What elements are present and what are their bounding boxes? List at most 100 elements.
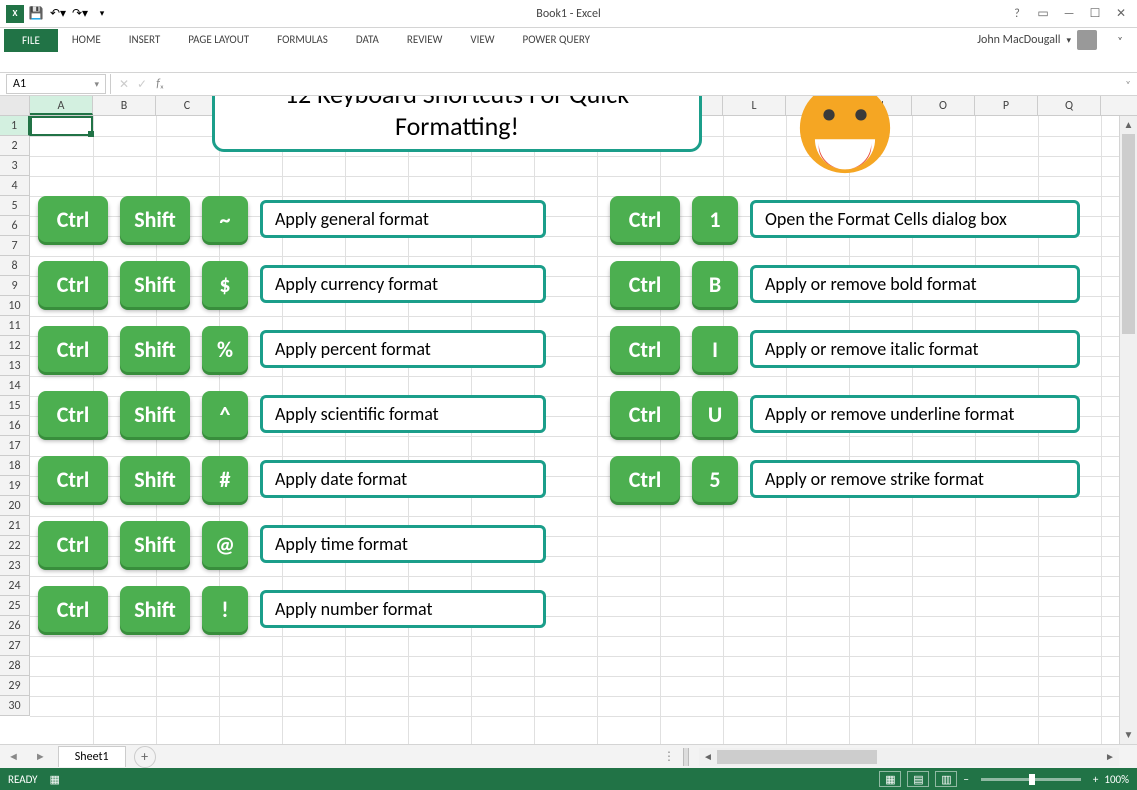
quick-access-toolbar: X 💾 ↶▾ ↷▾ ▾ [0, 4, 112, 24]
sheet-nav-prev-icon[interactable]: ◄ [0, 750, 27, 763]
help-icon[interactable]: ? [1005, 5, 1029, 23]
tab-view[interactable]: VIEW [456, 29, 508, 52]
shortcut-description: Apply date format [260, 460, 546, 498]
tab-file[interactable]: FILE [4, 29, 58, 52]
row-header[interactable]: 27 [0, 636, 30, 656]
row-header[interactable]: 8 [0, 256, 30, 276]
column-header[interactable]: L [723, 96, 786, 115]
shortcut-row: CtrlShift~Apply general format [38, 196, 546, 242]
excel-logo-icon: X [6, 5, 24, 23]
sheet-nav-next-icon[interactable]: ► [27, 750, 54, 763]
vertical-scrollbar[interactable]: ▲ ▼ [1119, 116, 1137, 744]
column-header[interactable]: Q [1038, 96, 1101, 115]
cancel-formula-icon[interactable]: ✕ [115, 77, 133, 92]
row-header[interactable]: 14 [0, 376, 30, 396]
redo-icon[interactable]: ↷▾ [70, 4, 90, 24]
callout-text: 12 Keyboard Shortcuts For Quick Formatti… [235, 96, 679, 142]
shortcut-description: Apply or remove strike format [750, 460, 1080, 498]
row-header[interactable]: 22 [0, 536, 30, 556]
column-header[interactable]: B [93, 96, 156, 115]
spreadsheet-grid[interactable]: ABCDEFGHIJKLMNOPQ 1234567891011121314151… [0, 96, 1137, 744]
key-cap: Ctrl [38, 261, 108, 307]
tab-insert[interactable]: INSERT [115, 29, 175, 52]
sheet-tabs-splitter[interactable] [683, 748, 689, 766]
row-header[interactable]: 26 [0, 616, 30, 636]
expand-formula-bar-icon[interactable]: ˅ [1119, 78, 1137, 91]
row-header[interactable]: 9 [0, 276, 30, 296]
tab-page-layout[interactable]: PAGE LAYOUT [174, 29, 263, 52]
key-cap: # [202, 456, 248, 502]
maximize-button[interactable]: ☐ [1083, 5, 1107, 23]
view-normal-button[interactable]: ▦ [879, 771, 901, 787]
select-all-button[interactable] [0, 96, 30, 115]
row-header[interactable]: 23 [0, 556, 30, 576]
row-header[interactable]: 5 [0, 196, 30, 216]
shortcut-description: Apply percent format [260, 330, 546, 368]
tab-power-query[interactable]: POWER QUERY [509, 29, 604, 52]
column-header[interactable]: A [30, 96, 93, 115]
scroll-down-icon[interactable]: ▼ [1120, 726, 1137, 744]
horizontal-scrollbar[interactable]: ◄ ► [699, 748, 1119, 766]
row-header[interactable]: 18 [0, 456, 30, 476]
row-header[interactable]: 7 [0, 236, 30, 256]
user-account[interactable]: John MacDougall ▾ ˅ [977, 30, 1129, 50]
minimize-button[interactable]: — [1057, 5, 1081, 23]
row-header[interactable]: 30 [0, 696, 30, 716]
tab-data[interactable]: DATA [342, 29, 393, 52]
formula-input[interactable] [169, 74, 1119, 94]
ribbon-options-icon[interactable]: ▭ [1031, 5, 1055, 23]
row-header[interactable]: 15 [0, 396, 30, 416]
enter-formula-icon[interactable]: ✓ [133, 77, 151, 92]
row-header[interactable]: 13 [0, 356, 30, 376]
row-header[interactable]: 12 [0, 336, 30, 356]
save-icon[interactable]: 💾 [26, 4, 46, 24]
scroll-up-icon[interactable]: ▲ [1120, 116, 1137, 134]
row-header[interactable]: 6 [0, 216, 30, 236]
sheet-tab[interactable]: Sheet1 [58, 746, 126, 767]
column-header[interactable]: O [912, 96, 975, 115]
tab-formulas[interactable]: FORMULAS [263, 29, 342, 52]
callout-bubble: 12 Keyboard Shortcuts For Quick Formatti… [212, 96, 702, 152]
row-header[interactable]: 25 [0, 596, 30, 616]
key-cap: Ctrl [38, 521, 108, 567]
key-cap: Ctrl [38, 326, 108, 372]
view-page-layout-button[interactable]: ▤ [907, 771, 929, 787]
key-cap: Shift [120, 456, 190, 502]
zoom-out-button[interactable]: − [963, 773, 968, 786]
view-page-break-button[interactable]: ▥ [935, 771, 957, 787]
row-header[interactable]: 29 [0, 676, 30, 696]
qat-customize-icon[interactable]: ▾ [92, 4, 112, 24]
row-header[interactable]: 1 [0, 116, 30, 136]
column-header[interactable]: P [975, 96, 1038, 115]
tab-home[interactable]: HOME [58, 29, 115, 52]
shortcut-row: CtrlShift@Apply time format [38, 521, 546, 567]
key-cap: Shift [120, 586, 190, 632]
row-header[interactable]: 21 [0, 516, 30, 536]
row-header[interactable]: 3 [0, 156, 30, 176]
row-header[interactable]: 10 [0, 296, 30, 316]
row-header[interactable]: 20 [0, 496, 30, 516]
row-header[interactable]: 28 [0, 656, 30, 676]
row-header[interactable]: 4 [0, 176, 30, 196]
hscroll-thumb[interactable] [717, 750, 877, 764]
close-button[interactable]: ✕ [1109, 5, 1133, 23]
add-sheet-button[interactable]: + [134, 746, 156, 768]
undo-icon[interactable]: ↶▾ [48, 4, 68, 24]
row-header[interactable]: 2 [0, 136, 30, 156]
insert-function-icon[interactable]: fₓ [151, 77, 169, 91]
row-header[interactable]: 19 [0, 476, 30, 496]
scroll-left-icon[interactable]: ◄ [699, 750, 717, 763]
name-box[interactable]: A1 ▾ [6, 74, 106, 94]
zoom-in-button[interactable]: + [1093, 773, 1098, 786]
row-header[interactable]: 17 [0, 436, 30, 456]
shortcut-row: CtrlUApply or remove underline format [610, 391, 1080, 437]
row-header[interactable]: 16 [0, 416, 30, 436]
row-header[interactable]: 11 [0, 316, 30, 336]
tab-review[interactable]: REVIEW [393, 29, 457, 52]
macro-record-icon[interactable]: ▦ [50, 773, 60, 786]
scroll-right-icon[interactable]: ► [1101, 750, 1119, 763]
collapse-ribbon-icon[interactable]: ˅ [1111, 31, 1129, 49]
row-header[interactable]: 24 [0, 576, 30, 596]
scroll-thumb[interactable] [1122, 134, 1135, 334]
column-header[interactable]: C [156, 96, 219, 115]
